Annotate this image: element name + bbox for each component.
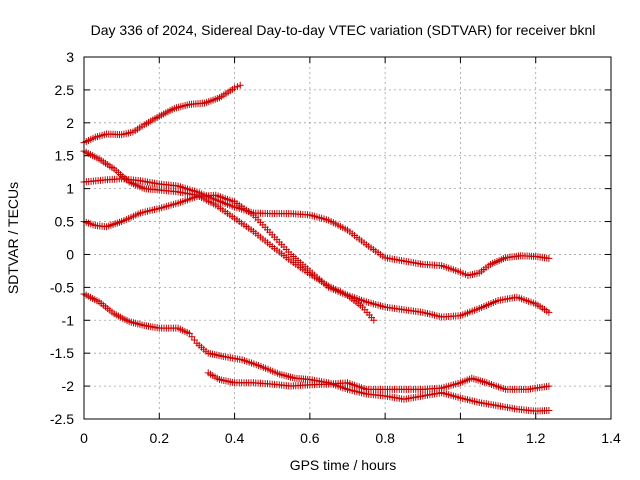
- data-point: [545, 308, 553, 316]
- y-tick-label: 1: [66, 181, 74, 197]
- x-tick-label: 0.8: [375, 430, 395, 446]
- data-point: [545, 382, 553, 390]
- y-tick-label: 3: [66, 49, 74, 65]
- y-tick-label: 1.5: [55, 148, 75, 164]
- x-tick-label: 0: [80, 430, 88, 446]
- series-s3: [80, 191, 553, 321]
- series-layer: [80, 81, 553, 415]
- y-tick-label: 0.5: [55, 214, 75, 230]
- y-tick-label: 2.5: [55, 82, 75, 98]
- series-s2: [80, 175, 553, 280]
- y-tick-label: -2: [62, 378, 75, 394]
- y-tick-label: -1.5: [50, 345, 74, 361]
- x-tick-label: 0.4: [225, 430, 245, 446]
- grid-layer: [84, 57, 611, 419]
- series-s4: [80, 147, 378, 324]
- data-point: [545, 406, 553, 414]
- data-point: [545, 254, 553, 262]
- y-tick-label: -0.5: [50, 279, 74, 295]
- y-axis-label: SDTVAR / TECUs: [5, 182, 21, 294]
- x-tick-label: 1.2: [526, 430, 546, 446]
- series-s5: [80, 290, 553, 415]
- tick-layer: [83, 56, 612, 420]
- label-layer: 0 0.2 0.4 0.6 0.8 1 1.2 1.4 -2.5 -2 -1.5 -1 -0.5 0 0.5…: [50, 49, 621, 446]
- plot-frame: [83, 56, 612, 420]
- y-tick-label: 0: [66, 246, 74, 262]
- series-s6: [204, 369, 553, 393]
- y-tick-label: 2: [66, 115, 74, 131]
- series-s1: [80, 81, 244, 147]
- data-point: [370, 316, 378, 324]
- y-tick-label: -2.5: [50, 411, 74, 427]
- y-tick-label: -1: [62, 312, 75, 328]
- x-tick-label: 1: [457, 430, 465, 446]
- data-point: [236, 81, 244, 89]
- x-axis-label: GPS time / hours: [290, 457, 397, 473]
- x-tick-label: 1.4: [601, 430, 621, 446]
- x-tick-label: 0.6: [300, 430, 320, 446]
- x-tick-label: 0.2: [150, 430, 170, 446]
- chart-title: Day 336 of 2024, Sidereal Day-to-day VTE…: [91, 22, 596, 38]
